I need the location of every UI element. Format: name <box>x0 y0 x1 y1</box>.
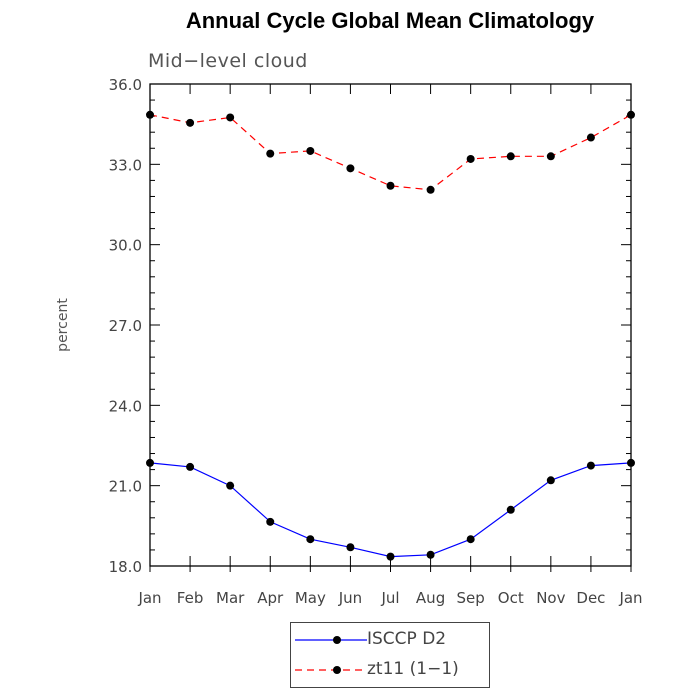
x-tick-label: Jan <box>137 589 161 607</box>
data-point-series-1 <box>186 462 195 471</box>
data-point-series-1 <box>627 458 635 467</box>
legend: ISCCP D2 zt11 (1−1) <box>290 622 490 688</box>
data-point-series-1 <box>386 552 395 561</box>
y-tick-label: 18.0 <box>109 558 142 576</box>
data-point-series-2 <box>506 152 515 161</box>
data-point-series-2 <box>466 154 475 163</box>
data-point-series-1 <box>506 505 515 514</box>
y-axis-label: percent <box>55 298 71 352</box>
y-tick-label: 36.0 <box>109 76 142 94</box>
y-tick-label: 30.0 <box>109 237 142 255</box>
chart-subtitle: Mid−level cloud <box>148 50 308 72</box>
plot-frame <box>149 83 632 567</box>
series-line-2 <box>149 114 632 191</box>
y-tick-label: 27.0 <box>109 317 142 335</box>
data-point-series-1 <box>426 550 435 559</box>
data-point-series-1 <box>306 535 315 544</box>
data-point-series-2 <box>226 113 235 122</box>
data-point-series-2 <box>306 146 315 155</box>
data-point-series-2 <box>546 152 555 161</box>
legend-swatch-series-2 <box>295 666 367 674</box>
x-tick-label: Apr <box>257 589 284 607</box>
data-point-series-2 <box>186 118 195 127</box>
x-tick-label: Oct <box>498 589 524 607</box>
legend-label-series-1: ISCCP D2 <box>367 629 447 649</box>
data-point-series-2 <box>586 133 595 142</box>
legend-item-series-2: zt11 (1−1) <box>291 656 489 684</box>
data-point-series-1 <box>466 535 475 544</box>
data-point-series-2 <box>386 181 395 190</box>
x-tick-label: Dec <box>576 589 605 607</box>
data-point-series-1 <box>546 476 555 485</box>
data-point-series-1 <box>146 458 154 467</box>
x-tick-label: Jul <box>380 589 399 607</box>
legend-item-series-1: ISCCP D2 <box>291 626 489 654</box>
data-point-series-2 <box>146 110 154 119</box>
x-tick-label: Mar <box>216 589 245 607</box>
x-tick-label: May <box>295 589 326 607</box>
x-tick-label: Sep <box>457 589 485 607</box>
legend-label-series-2: zt11 (1−1) <box>367 659 459 679</box>
y-tick-label: 33.0 <box>109 156 142 174</box>
data-point-series-1 <box>346 543 355 552</box>
x-tick-label: Aug <box>416 589 445 607</box>
x-tick-label: Nov <box>536 589 565 607</box>
data-point-series-2 <box>627 110 635 119</box>
chart-title: Annual Cycle Global Mean Climatology <box>185 8 595 33</box>
x-tick-label: Jan <box>618 589 642 607</box>
y-tick-label: 21.0 <box>109 478 142 496</box>
data-point-series-2 <box>346 164 355 173</box>
data-point-series-2 <box>266 149 275 158</box>
x-tick-label: Jun <box>338 589 362 607</box>
data-point-series-2 <box>426 185 435 194</box>
legend-swatch-series-1 <box>295 636 367 644</box>
data-point-series-1 <box>266 517 275 526</box>
series-line-1 <box>149 462 632 558</box>
data-point-series-1 <box>226 481 235 490</box>
y-tick-label: 24.0 <box>109 397 142 415</box>
data-point-series-1 <box>586 461 595 470</box>
x-tick-label: Feb <box>177 589 204 607</box>
